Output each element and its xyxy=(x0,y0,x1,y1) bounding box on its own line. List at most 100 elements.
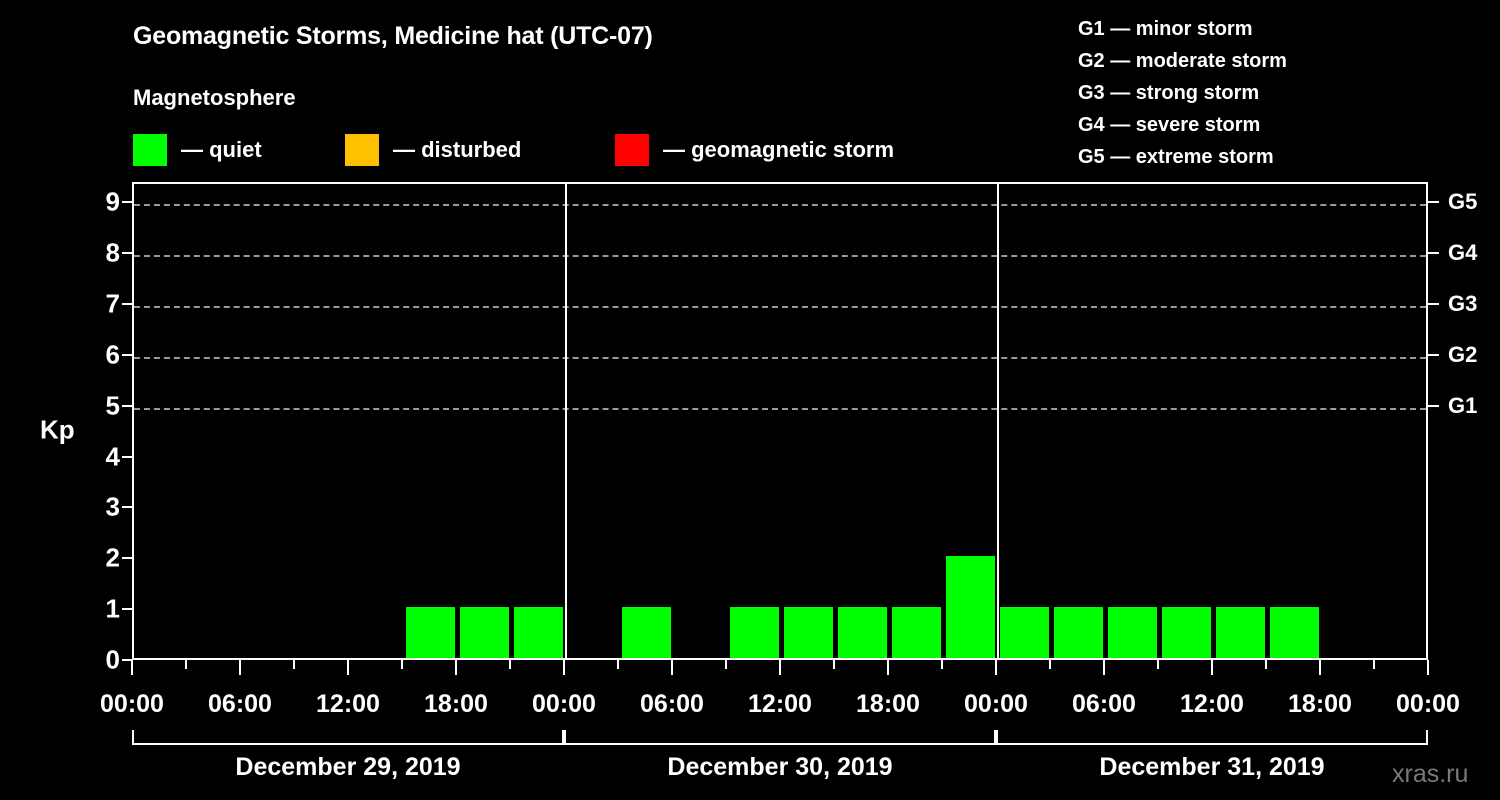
x-tick-label-10: 12:00 xyxy=(1180,690,1244,718)
g-legend-row-4: G4 — severe storm xyxy=(1078,114,1261,136)
bar-11 xyxy=(730,607,779,658)
day-bracket-2 xyxy=(996,730,1428,745)
x-tick-mark-18h xyxy=(455,660,457,675)
day-bracket-1 xyxy=(564,730,996,745)
day-bracket-0 xyxy=(132,730,564,745)
gridline-kp-7 xyxy=(134,306,1426,309)
y-tick-label-1: 1 xyxy=(105,593,120,624)
bar-20 xyxy=(1216,607,1265,658)
y-tick-mark-0 xyxy=(122,659,133,661)
gridline-kp-8 xyxy=(134,255,1426,258)
g-tick-mark-G1 xyxy=(1428,404,1439,407)
geomagnetic-storm-legend: — geomagnetic storm xyxy=(615,133,894,167)
x-tick-mark-33h xyxy=(725,660,727,669)
y-tick-label-5: 5 xyxy=(105,390,120,421)
y-tick-mark-2 xyxy=(122,557,133,560)
x-tick-mark-9h xyxy=(293,660,295,669)
x-tick-label-4: 00:00 xyxy=(532,690,596,718)
y-tick-label-2: 2 xyxy=(105,542,120,573)
bar-6 xyxy=(460,607,509,658)
bar-17 xyxy=(1054,607,1103,658)
x-tick-mark-66h xyxy=(1319,660,1321,675)
g-legend-row-3: G3 — strong storm xyxy=(1078,82,1260,104)
x-tick-mark-60h xyxy=(1211,660,1213,675)
g-tick-mark-G4 xyxy=(1428,252,1439,255)
x-tick-mark-21h xyxy=(509,660,511,669)
y-tick-label-6: 6 xyxy=(105,339,120,370)
day-label-2: December 31, 2019 xyxy=(1099,753,1325,781)
x-tick-mark-48h xyxy=(995,660,997,675)
y-tick-mark-3 xyxy=(122,506,133,509)
g-tick-label-G4: G4 xyxy=(1448,240,1478,266)
y-tick-mark-4 xyxy=(122,455,133,458)
plot-area xyxy=(132,182,1428,660)
x-tick-mark-69h xyxy=(1373,660,1375,669)
x-tick-label-0: 00:00 xyxy=(100,690,164,718)
x-tick-mark-6h xyxy=(239,660,241,675)
day-label-1: December 30, 2019 xyxy=(667,753,893,781)
g-tick-mark-G5 xyxy=(1428,201,1439,204)
y-tick-mark-9 xyxy=(122,201,133,204)
y-tick-label-3: 3 xyxy=(105,491,120,522)
y-tick-mark-1 xyxy=(122,608,133,611)
quiet-legend-swatch-icon xyxy=(133,134,167,166)
y-tick-mark-7 xyxy=(122,303,133,306)
x-tick-mark-45h xyxy=(941,660,943,669)
x-tick-mark-27h xyxy=(617,660,619,669)
x-tick-mark-42h xyxy=(887,660,889,675)
g-legend-row-2: G2 — moderate storm xyxy=(1078,50,1287,72)
g-tick-mark-G3 xyxy=(1428,303,1439,306)
bar-9 xyxy=(622,607,671,658)
x-tick-label-9: 06:00 xyxy=(1072,690,1136,718)
y-tick-mark-8 xyxy=(122,252,133,255)
x-tick-mark-24h xyxy=(563,660,565,675)
x-tick-mark-72h xyxy=(1427,660,1429,675)
y-tick-label-0: 0 xyxy=(105,644,120,675)
x-tick-label-2: 12:00 xyxy=(316,690,380,718)
x-tick-mark-3h xyxy=(185,660,187,669)
disturbed-legend-swatch-icon xyxy=(345,134,379,166)
page-title: Geomagnetic Storms, Medicine hat (UTC-07… xyxy=(133,22,653,50)
day-separator-24h xyxy=(565,184,567,658)
x-tick-label-6: 12:00 xyxy=(748,690,812,718)
x-tick-mark-51h xyxy=(1049,660,1051,669)
geomagnetic-storm-legend-swatch-icon xyxy=(615,134,649,166)
bar-18 xyxy=(1108,607,1157,658)
chart-subtitle: Magnetosphere xyxy=(133,85,296,110)
quiet-legend-label: — quiet xyxy=(181,137,262,162)
y-tick-label-4: 4 xyxy=(105,441,120,472)
g-tick-label-G2: G2 xyxy=(1448,341,1478,367)
bar-19 xyxy=(1162,607,1211,658)
bar-14 xyxy=(892,607,941,658)
g-tick-label-G5: G5 xyxy=(1448,189,1478,215)
g-tick-label-G1: G1 xyxy=(1448,392,1478,418)
disturbed-legend: — disturbed xyxy=(345,133,521,167)
x-tick-mark-12h xyxy=(347,660,349,675)
disturbed-legend-label: — disturbed xyxy=(393,137,522,162)
gridline-kp-5 xyxy=(134,407,1426,410)
x-tick-label-1: 06:00 xyxy=(208,690,272,718)
x-tick-mark-39h xyxy=(833,660,835,669)
bar-16 xyxy=(1000,607,1049,658)
x-tick-mark-0h xyxy=(131,660,133,675)
bar-13 xyxy=(838,607,887,658)
x-tick-mark-30h xyxy=(671,660,673,675)
gridline-kp-9 xyxy=(134,204,1426,207)
y-tick-label-8: 8 xyxy=(105,237,120,268)
g-tick-label-G3: G3 xyxy=(1448,291,1478,317)
y-tick-label-9: 9 xyxy=(105,186,120,217)
x-tick-label-7: 18:00 xyxy=(856,690,920,718)
bar-5 xyxy=(406,607,455,658)
day-label-0: December 29, 2019 xyxy=(235,753,461,781)
bar-12 xyxy=(784,607,833,658)
y-tick-label-7: 7 xyxy=(105,288,120,319)
g-scale-legend: G1 — minor storm G2 — moderate storm G3 — … xyxy=(1078,13,1287,173)
x-tick-mark-63h xyxy=(1265,660,1267,669)
geomagnetic-storm-legend-label: — geomagnetic storm xyxy=(663,137,895,162)
x-tick-mark-15h xyxy=(401,660,403,669)
watermark: xras.ru xyxy=(1392,760,1469,788)
x-tick-mark-36h xyxy=(779,660,781,675)
y-tick-mark-5 xyxy=(122,404,133,407)
x-tick-label-8: 00:00 xyxy=(964,690,1028,718)
